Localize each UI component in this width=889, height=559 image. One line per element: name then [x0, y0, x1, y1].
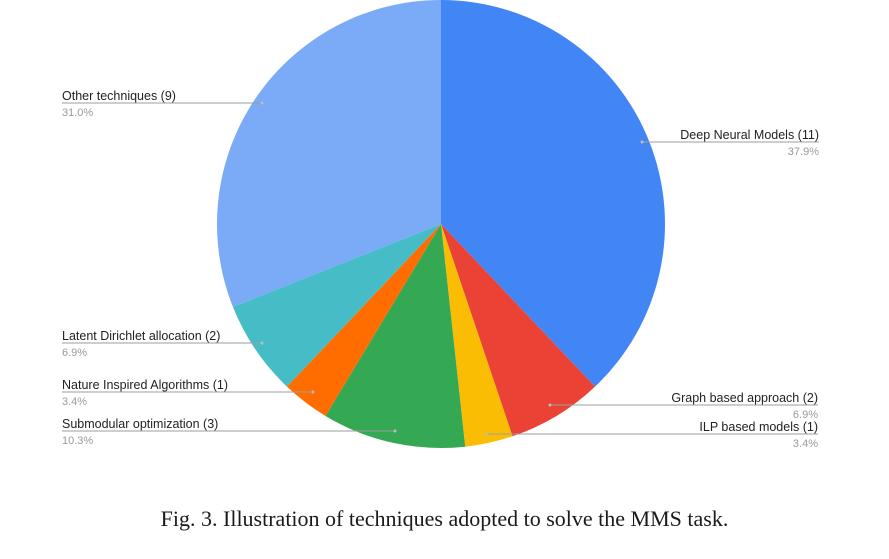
pie-slice-latent-dirichlet-allocation [232, 224, 441, 387]
pie-slice-graph-based-approach [441, 224, 596, 437]
slice-percent-submodular-optimization: 10.3% [62, 435, 93, 447]
slice-percent-ilp-based-models: 3.4% [793, 438, 818, 450]
pie-slice-submodular-optimization [325, 224, 466, 449]
figure-caption: Fig. 3. Illustration of techniques adopt… [160, 506, 729, 531]
leader-dot-graph-based-approach [548, 403, 552, 407]
slice-label-graph-based-approach: Graph based approach (2) [671, 391, 818, 405]
pie-chart-svg: Deep Neural Models (11) 37.9% Graph based … [62, 0, 819, 450]
slice-percent-deep-neural-models: 37.9% [788, 146, 819, 158]
leader-dot-other-techniques [260, 101, 264, 105]
slice-percent-latent-dirichlet-allocation: 6.9% [62, 347, 87, 359]
pie-slice-deep-neural-models [441, 0, 665, 387]
slice-label-other-techniques: Other techniques (9) [62, 89, 176, 103]
pie-slice-nature-inspired-algorithms [286, 224, 441, 416]
leader-dot-deep-neural-models [640, 140, 644, 144]
slice-percent-other-techniques: 31.0% [62, 107, 93, 119]
slice-label-latent-dirichlet-allocation: Latent Dirichlet allocation (2) [62, 329, 220, 343]
pie-slice-ilp-based-models [441, 224, 513, 447]
pie-chart: Deep Neural Models (11) 37.9% Graph based … [62, 0, 819, 450]
slice-percent-graph-based-approach: 6.9% [793, 409, 818, 421]
leader-dot-nature-inspired-algorithms [311, 390, 315, 394]
leader-dot-submodular-optimization [393, 429, 397, 433]
pie-slice-other-techniques [217, 0, 441, 307]
leader-dot-latent-dirichlet-allocation [260, 341, 264, 345]
slice-label-ilp-based-models: ILP based models (1) [699, 420, 818, 434]
leader-dot-ilp-based-models [485, 432, 489, 436]
slice-label-deep-neural-models: Deep Neural Models (11) [680, 128, 819, 142]
slice-label-nature-inspired-algorithms: Nature Inspired Algorithms (1) [62, 378, 228, 392]
slice-percent-nature-inspired-algorithms: 3.4% [62, 396, 87, 408]
slice-label-submodular-optimization: Submodular optimization (3) [62, 417, 218, 431]
